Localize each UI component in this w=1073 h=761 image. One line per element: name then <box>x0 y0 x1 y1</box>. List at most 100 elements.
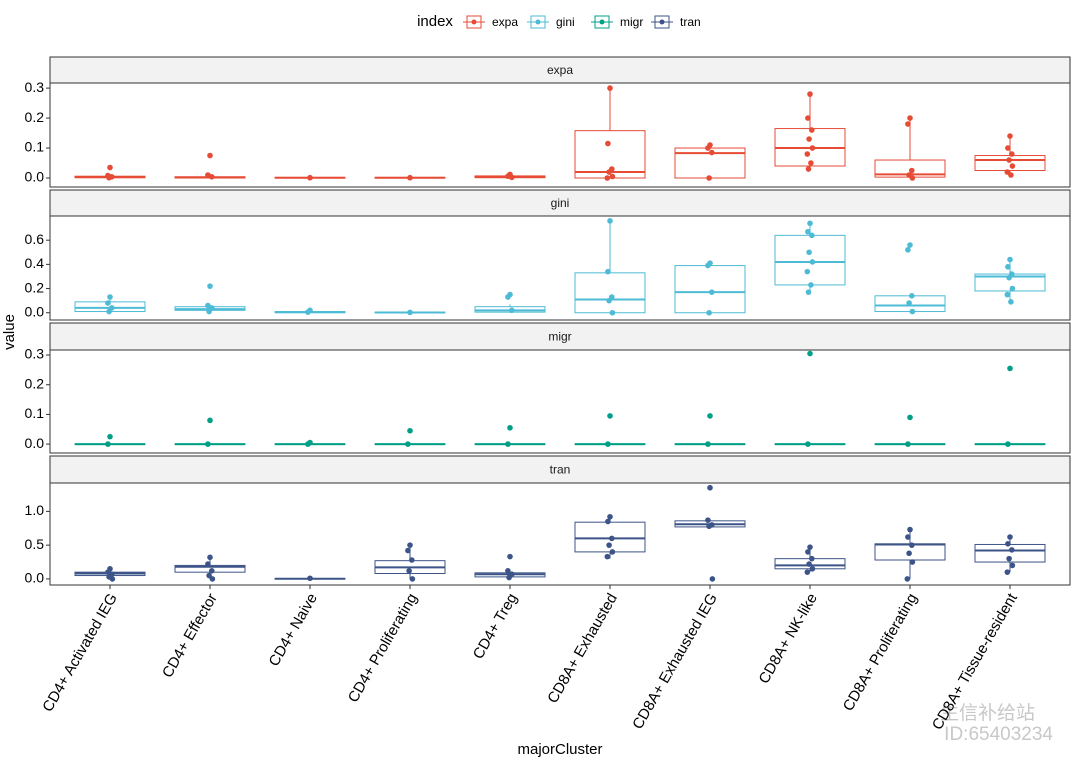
point <box>409 557 415 563</box>
point <box>709 289 715 295</box>
x-axis-label: majorCluster <box>517 741 602 758</box>
y-tick-label: 0.0 <box>25 169 45 185</box>
point <box>907 526 913 533</box>
y-tick-label: 0.1 <box>25 405 45 421</box>
x-tick-label: CD8A+ Exhausted IEG <box>629 590 721 732</box>
legend-key <box>654 15 670 29</box>
point <box>609 535 615 542</box>
x-tick-label: CD8A+ Exhausted <box>544 590 621 706</box>
point <box>907 115 913 121</box>
panel <box>49 482 1071 586</box>
legend-label: expa <box>492 15 518 29</box>
strip <box>49 189 1071 217</box>
point <box>905 247 911 253</box>
strip-label: expa <box>547 63 573 77</box>
point <box>909 559 916 565</box>
y-tick-label: 0.0 <box>25 303 45 319</box>
point <box>809 127 815 133</box>
point <box>909 293 915 299</box>
point <box>1006 274 1012 281</box>
point <box>406 568 412 574</box>
legend-key <box>530 15 546 29</box>
point <box>609 549 616 555</box>
point <box>1005 263 1011 270</box>
point <box>1007 256 1013 263</box>
panel <box>49 215 1071 321</box>
point <box>706 523 712 530</box>
y-tick-label: 1.0 <box>25 502 45 518</box>
point <box>805 549 811 555</box>
point <box>607 513 613 520</box>
x-tick-label: CD4+ Activated IEG <box>39 590 121 714</box>
y-tick-label: 0.0 <box>25 570 45 586</box>
point <box>706 309 712 316</box>
panel <box>49 349 1071 454</box>
point <box>705 441 711 447</box>
point <box>407 427 413 434</box>
x-tick-label: CD8A+ NK-like <box>756 590 821 686</box>
point <box>809 259 816 265</box>
point <box>1005 441 1011 447</box>
point <box>905 441 911 447</box>
point <box>1005 145 1011 151</box>
point <box>107 164 113 171</box>
point <box>604 175 611 181</box>
point <box>808 282 814 288</box>
point <box>807 544 813 550</box>
point <box>109 576 116 582</box>
box <box>674 265 746 314</box>
strip <box>49 322 1071 351</box>
point <box>1009 285 1016 292</box>
y-tick-label: 0.0 <box>25 435 45 451</box>
y-tick-label: 0.5 <box>25 536 45 552</box>
point <box>207 554 213 561</box>
point <box>207 283 213 289</box>
point <box>305 309 311 315</box>
point <box>809 145 816 151</box>
point <box>909 308 916 315</box>
strip-label: gini <box>551 196 570 210</box>
point <box>905 121 911 127</box>
point <box>405 441 411 447</box>
point <box>907 242 913 248</box>
point <box>707 484 713 491</box>
point <box>606 297 612 304</box>
point <box>807 350 813 357</box>
x-tick-label: CD4+ Naive <box>266 590 321 669</box>
point <box>705 517 711 523</box>
point <box>305 441 311 447</box>
point <box>909 542 915 548</box>
point <box>705 145 711 151</box>
legend-key <box>594 15 610 29</box>
point <box>207 152 213 159</box>
x-tick-label: CD4+ Effector <box>159 590 221 680</box>
point <box>507 424 513 431</box>
x-tick-label: CD4+ Treg <box>470 590 521 662</box>
point <box>605 268 611 275</box>
point <box>107 294 113 300</box>
point <box>805 115 811 121</box>
point <box>804 151 811 157</box>
point <box>907 414 913 421</box>
legend-key <box>466 15 482 29</box>
point <box>106 308 112 315</box>
y-tick-label: 0.3 <box>25 346 45 362</box>
box <box>574 272 646 314</box>
point <box>806 561 812 567</box>
point <box>505 294 511 300</box>
point <box>1004 569 1011 575</box>
point <box>107 433 113 440</box>
legend-key <box>659 19 665 25</box>
point <box>1009 163 1016 169</box>
watermark: ID:65403234 <box>944 724 1053 745</box>
legend-label: tran <box>680 15 701 29</box>
x-tick-label: CD8A+ Proliferating <box>840 590 921 714</box>
y-tick-label: 0.3 <box>25 79 45 95</box>
point <box>506 574 512 581</box>
point <box>206 308 212 315</box>
legend-key <box>599 19 605 25</box>
point <box>205 441 211 447</box>
point <box>804 569 811 575</box>
point <box>105 441 111 447</box>
